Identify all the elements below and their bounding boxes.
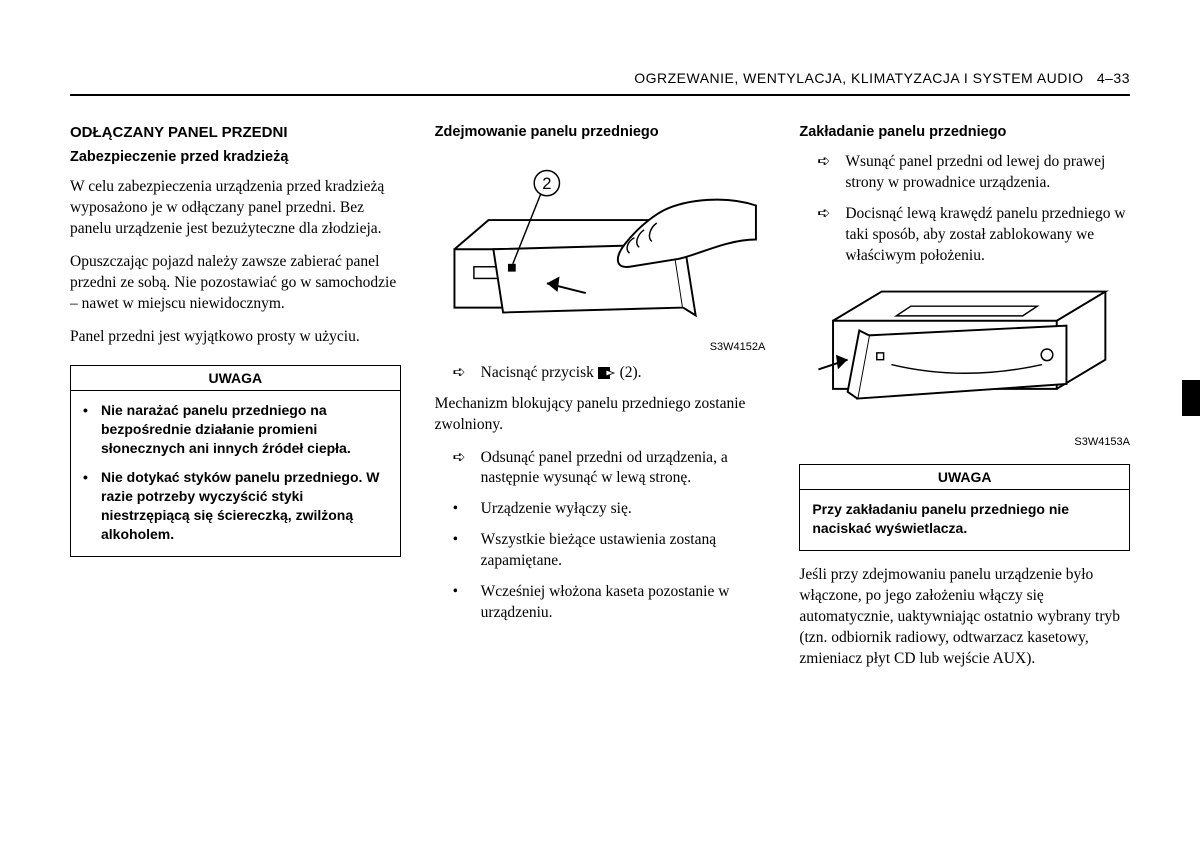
step-item: ➪ Odsunąć panel przedni od urządzenia, a… (435, 448, 766, 490)
release-button-icon (598, 366, 616, 380)
column-2: Zdejmowanie panelu przedniego 2 (435, 124, 766, 682)
caution-body: Przy zakładaniu panelu przedniego nie na… (800, 490, 1129, 550)
header-page-number: 4–33 (1097, 70, 1130, 86)
col3-heading: Zakładanie panelu przedniego (799, 124, 1130, 140)
bullet-icon: • (453, 499, 481, 520)
step-item: ➪ Nacisnąć przycisk (2). (435, 363, 766, 384)
col1-paragraph-2: Opuszczając pojazd należy zawsze zabiera… (70, 252, 401, 315)
bullet-item: • Wcześniej włożona kaseta pozostanie w … (435, 582, 766, 624)
figure-id: S3W4153A (799, 436, 1130, 448)
col3-caution-box: UWAGA Przy zakładaniu panelu przedniego … (799, 464, 1130, 551)
col1-heading-sub: Zabezpieczenie przed kradzieżą (70, 149, 401, 165)
caution-title: UWAGA (800, 465, 1129, 490)
caution-title: UWAGA (71, 366, 400, 391)
caution-body: • Nie narażać panelu przedniego na bezpo… (71, 391, 400, 555)
col2-paragraph: Mechanizm blokujący panelu przedniego zo… (435, 394, 766, 436)
step-text: Nacisnąć przycisk (2). (481, 363, 642, 384)
svg-text:2: 2 (542, 174, 551, 193)
step-item: ➪ Docisnąć lewą krawędź panelu przednieg… (799, 204, 1130, 267)
caution-text: Nie dotykać styków panelu przedniego. W … (101, 468, 388, 544)
column-3: Zakładanie panelu przedniego ➪ Wsunąć pa… (799, 124, 1130, 682)
col3-paragraph-final: Jeśli przy zdejmowaniu panelu urządzenie… (799, 565, 1130, 670)
bullet-icon: • (83, 468, 101, 544)
caution-list-item: • Nie dotykać styków panelu przedniego. … (83, 468, 388, 544)
col1-paragraph-1: W celu zabezpieczenia urządzenia przed k… (70, 177, 401, 240)
arrow-icon: ➪ (453, 363, 481, 384)
header-section-title: OGRZEWANIE, WENTYLACJA, KLIMATYZACJA I S… (634, 70, 1083, 86)
bullet-icon: • (453, 582, 481, 624)
page-edge-tab (1182, 380, 1200, 416)
bullet-icon: • (453, 530, 481, 572)
figure-remove-panel: 2 (435, 152, 766, 337)
arrow-icon: ➪ (453, 448, 481, 490)
figure-id: S3W4152A (435, 341, 766, 353)
col2-heading: Zdejmowanie panelu przedniego (435, 124, 766, 140)
col1-paragraph-3: Panel przedni jest wyjątkowo prosty w uż… (70, 327, 401, 348)
col1-heading-main: ODŁĄCZANY PANEL PRZEDNI (70, 124, 401, 141)
step-text: Wsunąć panel przedni od lewej do prawej … (845, 152, 1130, 194)
step-item: ➪ Wsunąć panel przedni od lewej do prawe… (799, 152, 1130, 194)
page-header: OGRZEWANIE, WENTYLACJA, KLIMATYZACJA I S… (70, 70, 1130, 96)
col1-caution-box: UWAGA • Nie narażać panelu przedniego na… (70, 365, 401, 556)
figure-install-panel (799, 277, 1130, 433)
bullet-text: Urządzenie wyłączy się. (481, 499, 632, 520)
bullet-item: • Wszystkie bieżące ustawienia zostaną z… (435, 530, 766, 572)
caution-text: Nie narażać panelu przedniego na bezpośr… (101, 401, 388, 458)
step-text: Odsunąć panel przedni od urządzenia, a n… (481, 448, 766, 490)
arrow-icon: ➪ (817, 152, 845, 194)
caution-list-item: • Nie narażać panelu przedniego na bezpo… (83, 401, 388, 458)
bullet-text: Wszystkie bieżące ustawienia zostaną zap… (481, 530, 766, 572)
bullet-item: • Urządzenie wyłączy się. (435, 499, 766, 520)
step-text: Docisnąć lewą krawędź panelu przedniego … (845, 204, 1130, 267)
bullet-icon: • (83, 401, 101, 458)
arrow-icon: ➪ (817, 204, 845, 267)
bullet-text: Wcześniej włożona kaseta pozostanie w ur… (481, 582, 766, 624)
content-columns: ODŁĄCZANY PANEL PRZEDNI Zabezpieczenie p… (70, 124, 1130, 682)
caution-text: Przy zakładaniu panelu przedniego nie na… (812, 501, 1069, 536)
column-1: ODŁĄCZANY PANEL PRZEDNI Zabezpieczenie p… (70, 124, 401, 682)
